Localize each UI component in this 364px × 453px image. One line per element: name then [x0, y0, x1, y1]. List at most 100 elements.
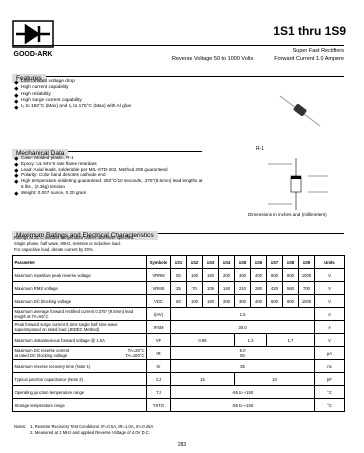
cathode-band	[291, 176, 301, 179]
bullet-text: Lead: Axial leads, solderable per MIL-ST…	[21, 166, 168, 172]
value-cell: 1000	[298, 294, 315, 308]
value-cell: 50	[170, 294, 187, 308]
value-cell: 300	[234, 294, 251, 308]
unit-cell: V	[314, 333, 345, 347]
bullet-item: High current capability	[14, 85, 234, 91]
notes-list: 1. Reverse Recovery Test Conditions: IF=…	[30, 424, 153, 436]
parameter-cell: Maximum repetitive peak reverse voltage	[12, 268, 147, 282]
parameter-cell: Maximum reverse recovery time (Note 1)	[12, 359, 147, 373]
mechanical-header: Mechanical Data	[12, 142, 202, 158]
unit-cell: V	[314, 281, 345, 295]
symbol-cell: VRMS	[146, 281, 171, 295]
value-cell: 600	[266, 268, 283, 282]
logo: GOOD-ARK	[12, 20, 54, 58]
unit-cell: ns	[314, 359, 345, 373]
bullet-text: High temperature soldering guaranteed: 2…	[21, 178, 203, 189]
bullet-text: Polarity: Color band denotes cathode end	[21, 172, 106, 178]
value-cell: 210	[234, 281, 251, 295]
bullet-item: Epoxy: UL 94V-0 rate flame retardant	[14, 161, 204, 167]
header-cell: 1S3	[202, 255, 219, 269]
bullet-text: High surge current capability	[21, 97, 82, 103]
header-cell: Units	[314, 255, 345, 269]
package-drawing	[268, 158, 328, 210]
note: 1. Reverse Recovery Test Conditions: IF=…	[30, 424, 154, 429]
header-cell: 1S9	[298, 255, 315, 269]
table-row: Peak forward surge current 8.3ms single …	[12, 320, 345, 334]
mechanical-title: Mechanical Data	[12, 149, 69, 158]
bullet-item: Case: Molded plastic, R-1	[14, 155, 204, 161]
value-cell: 35	[170, 281, 187, 295]
bullet-item: High surge current capability	[14, 98, 234, 104]
diode-photo	[279, 95, 321, 127]
bullet	[14, 156, 19, 161]
table-row: Maximum instantaneous forward voltage @ …	[12, 333, 345, 347]
header-cell: Parameter	[12, 255, 147, 269]
table-row: Maximum DC blocking voltage VDC 50 100 150 20…	[12, 294, 345, 308]
parameter-line: Maximum DC reverse current TA=25°C	[15, 348, 145, 353]
parameter-cell: Peak forward surge current 8.3ms single …	[12, 320, 147, 334]
bullet	[14, 80, 19, 85]
value-cell: 1.3	[234, 333, 267, 347]
parameter-cell: Typical junction capacitance (Note 2)	[12, 372, 147, 386]
rating-note: For capacitive load, derate current by 2…	[14, 246, 94, 252]
symbol-cell: CJ	[146, 372, 171, 386]
symbol-cell: VF	[146, 333, 171, 347]
symbol-cell: TSTG	[146, 398, 171, 412]
features-title: Features	[12, 74, 46, 83]
rating-note: Ratings at 25°C ambient temperature unle…	[14, 235, 135, 240]
value-cell: 15	[170, 372, 235, 386]
parameter-cell: Maximum DC reverse current TA=25°C at rate…	[12, 346, 147, 360]
value-cell: 700	[298, 281, 315, 295]
value-cell: 420	[266, 281, 283, 295]
bullet-text: High current capability	[21, 85, 69, 91]
header-cell: Symbols	[146, 255, 171, 269]
value-cell: 30.0	[170, 320, 315, 334]
bullet-text: Weight: 0.007 ounce, 0.20 gram	[21, 189, 87, 195]
value-cell: 105	[202, 281, 219, 295]
value-cell: 1.7	[266, 333, 315, 347]
table-row: Maximum repetitive peak reverse voltage V…	[12, 268, 345, 282]
table-row: Maximum DC reverse current TA=25°C at rate…	[12, 346, 345, 360]
value-cell: 300	[234, 268, 251, 282]
header-cell: 1S2	[186, 255, 203, 269]
bullet	[14, 105, 19, 110]
value-cell: 800	[282, 268, 299, 282]
table-row: Operating junction temperature range TJ -5…	[12, 385, 345, 399]
value-line: 50	[240, 353, 245, 358]
logo-diode	[16, 23, 50, 45]
value-cell: 560	[282, 281, 299, 295]
value-cell: 70	[186, 281, 203, 295]
value-cell: 800	[282, 294, 299, 308]
bullet-item: Weight: 0.007 ounce, 0.20 gram	[14, 190, 204, 196]
ratings-header: Maximum Ratings and Electrical Character…	[12, 224, 344, 240]
bullet	[14, 93, 19, 97]
reverse-voltage: Reverse Voltage 50 to 1000 Volts	[172, 56, 254, 62]
features-list: Low forward voltage drop High current cap…	[14, 79, 234, 110]
bullet	[14, 99, 19, 104]
bullet-item: Polarity: Color band denotes cathode end	[14, 172, 204, 178]
page-number: 283	[177, 442, 187, 448]
value-cell: 35	[170, 359, 315, 373]
table-row: Maximum reverse recovery time (Note 1) tr…	[12, 359, 345, 373]
table-row: Maximum average forward rectified curren…	[12, 307, 345, 321]
unit-cell: V	[314, 294, 345, 308]
header-cell: 1S7	[266, 255, 283, 269]
bullet-item: High temperature soldering guaranteed: 2…	[14, 178, 204, 190]
value-line: 5.0	[239, 348, 246, 353]
unit-cell: V	[314, 268, 345, 282]
bullet	[14, 162, 19, 166]
bullet-item: Lead: Axial leads, solderable per MIL-ST…	[14, 167, 204, 173]
table-row: Typical junction capacitance (Note 2) CJ 1…	[12, 372, 345, 386]
table-row: Maximum RMS voltage VRMS 35 70 105 140 210 280 4…	[12, 281, 345, 295]
header-cell: 1S5	[234, 255, 251, 269]
symbol-cell: VRRM	[146, 268, 171, 282]
notes-title: Notes:	[14, 424, 27, 429]
title: 1S1 thru 1S9	[273, 24, 346, 38]
bullet-text: Low forward voltage drop	[21, 79, 75, 84]
parameter-text: at rated DC blocking voltage	[14, 353, 68, 358]
subtitle: Super Fast Rectifiers	[292, 48, 344, 54]
bullet	[14, 86, 19, 91]
value-cell: 10	[234, 372, 315, 386]
header-cell: 1S8	[282, 255, 299, 269]
